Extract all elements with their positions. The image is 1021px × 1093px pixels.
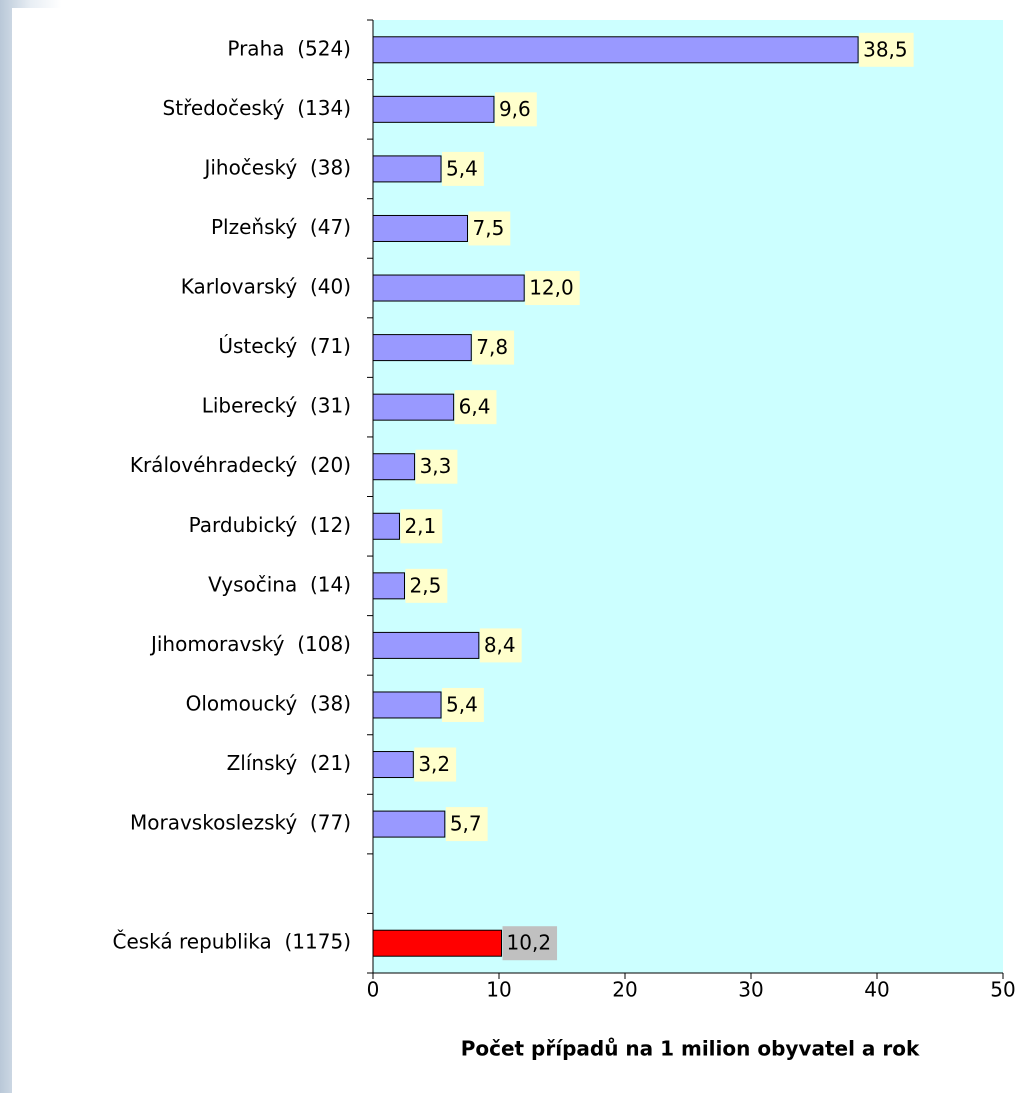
data-label-background <box>479 628 522 663</box>
data-label: 5,4 <box>446 156 478 180</box>
x-tick-label: 30 <box>738 978 763 1002</box>
x-tick-label: 0 <box>367 978 380 1002</box>
data-label: 6,4 <box>459 395 491 419</box>
x-tick-label: 20 <box>612 978 637 1002</box>
bar <box>372 512 400 540</box>
data-label: 38,5 <box>863 37 908 61</box>
data-label: 2,1 <box>404 514 436 538</box>
y-tick-label: Vysočina (14) <box>208 572 351 596</box>
y-tick-label: Plzeňský (47) <box>211 215 351 239</box>
bar <box>372 453 416 481</box>
y-tick-label: Olomoucký (38) <box>186 691 351 715</box>
data-label-background <box>454 390 497 425</box>
bar <box>372 393 455 421</box>
bar <box>372 691 442 719</box>
bar <box>372 274 525 302</box>
bar <box>372 631 480 659</box>
data-label-background <box>442 687 484 722</box>
bar <box>372 95 495 123</box>
x-axis-title: Počet případů na 1 milion obyvatel a rok <box>461 1037 920 1061</box>
y-tick-label: Královéhradecký (20) <box>130 453 351 477</box>
y-tick-label: Moravskoslezský (77) <box>130 811 351 835</box>
data-label: 9,6 <box>499 97 531 121</box>
x-tick-label: 40 <box>864 978 889 1002</box>
data-label: 12,0 <box>529 276 574 300</box>
y-tick-label: Česká republika (1175) <box>112 930 351 954</box>
data-label: 5,7 <box>450 812 482 836</box>
y-tick-label: Karlovarský (40) <box>181 275 351 299</box>
data-label: 3,2 <box>418 752 450 776</box>
y-tick-label: Praha (524) <box>227 36 351 60</box>
data-label-background <box>445 807 488 842</box>
y-tick-label: Jihočeský (38) <box>202 155 351 179</box>
data-label-background <box>472 330 515 365</box>
bar <box>372 334 472 362</box>
bar <box>372 810 446 838</box>
bar <box>372 155 442 183</box>
data-label-background <box>415 449 458 484</box>
bar <box>372 929 503 957</box>
data-label: 3,3 <box>420 454 452 478</box>
bar <box>372 36 859 64</box>
data-label: 10,2 <box>507 931 552 955</box>
data-label: 8,4 <box>484 633 516 657</box>
y-tick-label: Ústecký (71) <box>218 334 351 358</box>
bar <box>372 214 468 242</box>
y-tick-label: Středočeský (134) <box>163 96 351 120</box>
data-label-background <box>400 509 443 544</box>
y-tick-label: Liberecký (31) <box>202 394 351 418</box>
y-tick-label: Pardubický (12) <box>189 513 351 537</box>
data-label-background <box>525 271 580 306</box>
data-label-background <box>502 926 558 961</box>
x-tick-label: 50 <box>990 978 1015 1002</box>
data-label: 7,8 <box>476 335 508 359</box>
x-tick-label: 10 <box>486 978 511 1002</box>
y-tick-label: Zlínský (21) <box>227 751 351 775</box>
data-label: 5,4 <box>446 692 478 716</box>
y-tick-label: Jihomoravský (108) <box>149 632 351 656</box>
bar <box>372 572 405 600</box>
data-label: 7,5 <box>473 216 505 240</box>
data-label-background <box>494 92 537 127</box>
data-label-background <box>405 568 448 603</box>
data-label-background <box>414 747 457 782</box>
bar <box>372 751 414 779</box>
data-label-background <box>859 32 914 67</box>
data-label-background <box>442 151 484 186</box>
data-label: 2,5 <box>410 573 442 597</box>
data-label-background <box>468 211 511 246</box>
